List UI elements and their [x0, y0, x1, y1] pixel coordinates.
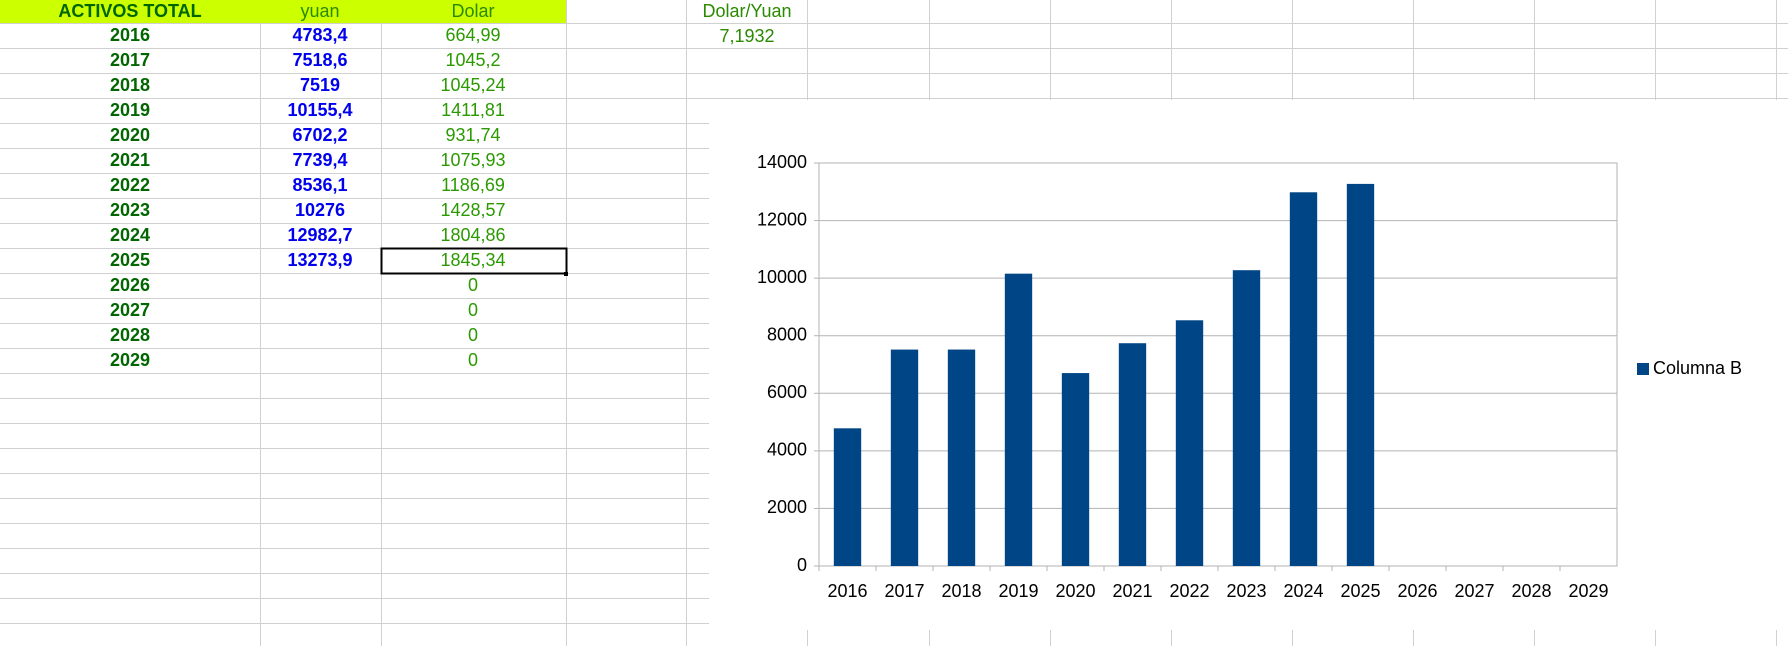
bar[interactable]	[833, 428, 862, 566]
bar[interactable]	[947, 349, 976, 566]
bar[interactable]	[1004, 273, 1033, 566]
bar[interactable]	[1346, 183, 1375, 566]
fill-handle[interactable]	[564, 272, 568, 276]
x-tick-label: 2018	[941, 581, 981, 601]
cell[interactable]: 2022	[110, 175, 150, 195]
cell[interactable]: 1411,81	[441, 100, 505, 120]
cell[interactable]: 1428,57	[440, 200, 505, 220]
cell[interactable]: 2028	[110, 325, 150, 345]
x-tick-label: 2016	[827, 581, 867, 601]
cell[interactable]: 12982,7	[287, 225, 352, 245]
chart: 0 2000 4000 6000 8000 10000 12000 14000 2016 2017…	[757, 152, 1742, 601]
x-tick-label: 2021	[1112, 581, 1152, 601]
y-tick-label: 14000	[757, 152, 807, 172]
cell[interactable]: 13273,9	[287, 250, 352, 270]
cell[interactable]: 2016	[110, 25, 150, 45]
legend-swatch[interactable]	[1637, 363, 1649, 375]
x-tick-label: 2029	[1568, 581, 1608, 601]
y-tick-label: 8000	[767, 324, 807, 344]
cell[interactable]: 2023	[110, 200, 150, 220]
x-tick-label: 2027	[1454, 581, 1494, 601]
cell[interactable]: 0	[468, 300, 478, 320]
cell[interactable]: 931,74	[445, 125, 500, 145]
cell[interactable]: 10276	[295, 200, 345, 220]
bar[interactable]	[1232, 270, 1261, 566]
bar[interactable]	[1175, 320, 1204, 566]
cell[interactable]: 2027	[110, 300, 150, 320]
y-tick-label: 6000	[767, 382, 807, 402]
cells: ACTIVOS TOTAL yuan Dolar 2016 4783,4 664,99 20…	[58, 1, 505, 370]
x-tick-label: 2025	[1340, 581, 1380, 601]
selected-cell[interactable]	[380, 247, 568, 275]
cell[interactable]: 7518,6	[292, 50, 347, 70]
cell[interactable]: 1845,34	[440, 250, 505, 270]
cell[interactable]: 664,99	[445, 25, 500, 45]
cell[interactable]: 2029	[110, 350, 150, 370]
bar[interactable]	[890, 349, 919, 566]
y-tick-label: 2000	[767, 497, 807, 517]
x-tick-label: 2028	[1511, 581, 1551, 601]
x-tick-label: 2017	[884, 581, 924, 601]
cell[interactable]: 2025	[110, 250, 150, 270]
header-fill	[0, 0, 566, 23]
header-cell[interactable]: Dolar	[451, 1, 494, 21]
cell[interactable]: 0	[468, 275, 478, 295]
y-tick-label: 10000	[757, 267, 807, 287]
cell[interactable]: 2020	[110, 125, 150, 145]
cell[interactable]: 1045,24	[440, 75, 505, 95]
cell[interactable]: 2017	[110, 50, 150, 70]
cell[interactable]: 10155,4	[287, 100, 352, 120]
cell[interactable]: 0	[468, 325, 478, 345]
x-tick-label: 2019	[998, 581, 1038, 601]
cell[interactable]: 1186,69	[441, 175, 505, 195]
cell[interactable]: 6702,2	[292, 125, 347, 145]
exchange-label[interactable]: Dolar/Yuan	[702, 1, 791, 21]
y-tick-label: 0	[797, 555, 807, 575]
legend-label[interactable]: Columna B	[1653, 358, 1742, 378]
bar[interactable]	[1289, 192, 1318, 567]
x-tick-label: 2020	[1055, 581, 1095, 601]
cell[interactable]: 2018	[110, 75, 150, 95]
x-tick-label: 2026	[1397, 581, 1437, 601]
cell[interactable]: 7519	[300, 75, 340, 95]
header-cell[interactable]: yuan	[300, 1, 339, 21]
x-tick-label: 2024	[1283, 581, 1323, 601]
cell[interactable]: 8536,1	[292, 175, 347, 195]
cell[interactable]: 1804,86	[440, 225, 505, 245]
y-tick-label: 4000	[767, 440, 807, 460]
header-cell[interactable]: ACTIVOS TOTAL	[58, 1, 201, 21]
cell[interactable]: 4783,4	[292, 25, 347, 45]
cell[interactable]: 2021	[110, 150, 150, 170]
cell[interactable]: 2024	[110, 225, 150, 245]
cell[interactable]: 1075,93	[440, 150, 505, 170]
cell[interactable]: 1045,2	[445, 50, 500, 70]
x-tick-label: 2022	[1169, 581, 1209, 601]
cell[interactable]: 0	[468, 350, 478, 370]
cell[interactable]: 7739,4	[292, 150, 347, 170]
cell[interactable]: 2026	[110, 275, 150, 295]
bar[interactable]	[1061, 373, 1090, 566]
y-tick-label: 12000	[757, 209, 807, 229]
exchange-value[interactable]: 7,1932	[719, 26, 774, 46]
cell[interactable]: 2019	[110, 100, 150, 120]
x-tick-label: 2023	[1226, 581, 1266, 601]
bar[interactable]	[1118, 343, 1147, 566]
